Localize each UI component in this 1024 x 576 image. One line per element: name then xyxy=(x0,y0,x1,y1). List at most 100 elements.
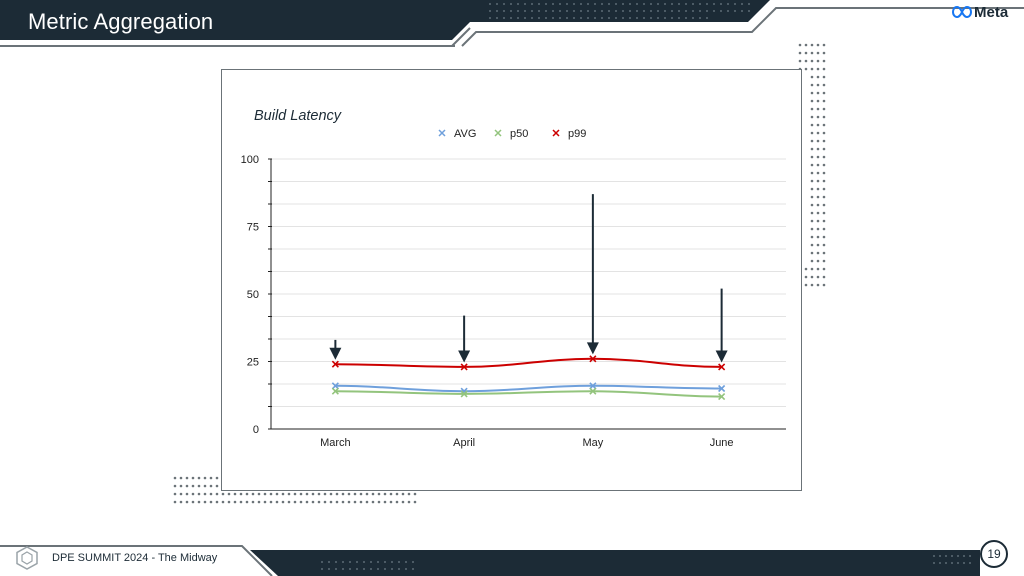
title-dot xyxy=(559,10,561,12)
footer-dot xyxy=(391,561,393,563)
decorative-dot xyxy=(810,91,814,95)
decorative-dot xyxy=(263,500,267,504)
decorative-dot xyxy=(822,203,826,207)
meta-logo-text: Meta xyxy=(974,3,1009,21)
decorative-dot xyxy=(822,115,826,119)
decorative-dot xyxy=(347,492,351,496)
title-dot xyxy=(664,17,666,19)
decorative-dot xyxy=(311,492,315,496)
title-dot xyxy=(559,3,561,5)
slide-title: Metric Aggregation xyxy=(28,9,214,34)
chart-title: Build Latency xyxy=(254,108,342,124)
title-dot xyxy=(594,3,596,5)
title-dot xyxy=(692,10,694,12)
title-dot xyxy=(517,17,519,19)
decorative-dot xyxy=(810,275,814,279)
decorative-dot xyxy=(173,492,177,496)
decorative-dot xyxy=(209,476,213,480)
footer-dot xyxy=(957,562,959,564)
decorative-dot xyxy=(323,500,327,504)
data-point-mark xyxy=(718,384,726,393)
decorative-dot xyxy=(389,500,393,504)
decorative-dot xyxy=(804,67,808,71)
decorative-dot xyxy=(810,267,814,271)
title-dot xyxy=(678,10,680,12)
title-dot xyxy=(496,3,498,5)
decorative-dot xyxy=(810,251,814,255)
title-dot xyxy=(734,3,736,5)
decorative-dot xyxy=(371,492,375,496)
decorative-dot xyxy=(185,484,189,488)
data-point-mark xyxy=(589,382,597,390)
decorative-dot xyxy=(251,492,255,496)
decorative-dot xyxy=(816,131,820,135)
title-dot xyxy=(664,3,666,5)
decorative-dot xyxy=(798,59,802,63)
decorative-dot xyxy=(816,107,820,111)
footer-dot xyxy=(963,562,965,564)
decorative-dot xyxy=(804,43,808,47)
title-dot xyxy=(615,10,617,12)
decorative-dot xyxy=(810,107,814,111)
title-dot xyxy=(545,17,547,19)
title-dot xyxy=(587,17,589,19)
footer-dot xyxy=(963,555,965,557)
decorative-dot xyxy=(810,51,814,55)
decorative-dot xyxy=(822,219,826,223)
title-dot xyxy=(489,17,491,19)
title-dot xyxy=(636,10,638,12)
title-dot xyxy=(587,10,589,12)
title-dot xyxy=(678,3,680,5)
decorative-dot xyxy=(191,484,195,488)
decorative-dot xyxy=(257,500,261,504)
series-line-avg xyxy=(335,384,722,393)
decorative-dot xyxy=(173,476,177,480)
title-dot xyxy=(629,17,631,19)
title-dot xyxy=(713,10,715,12)
decorative-dot xyxy=(269,500,273,504)
footer-dot xyxy=(957,555,959,557)
title-dot xyxy=(657,17,659,19)
decorative-dot xyxy=(816,251,820,255)
footer-dot xyxy=(939,555,941,557)
title-dot xyxy=(587,3,589,5)
decorative-dot xyxy=(816,267,820,271)
decorative-dot xyxy=(359,492,363,496)
decorative-dot xyxy=(816,115,820,119)
title-dot xyxy=(643,3,645,5)
title-dot xyxy=(517,10,519,12)
title-dot xyxy=(503,10,505,12)
decorative-dot xyxy=(810,243,814,247)
title-dot xyxy=(706,3,708,5)
footer-dot xyxy=(969,562,971,564)
data-point-mark xyxy=(718,393,726,401)
title-dot xyxy=(538,10,540,12)
decorative-dot xyxy=(810,155,814,159)
decorative-dot xyxy=(377,492,381,496)
decorative-dot xyxy=(179,492,183,496)
title-dot xyxy=(650,17,652,19)
decorative-dot xyxy=(383,492,387,496)
decorative-dot xyxy=(810,171,814,175)
decorative-dot xyxy=(341,492,345,496)
title-bar xyxy=(0,0,1024,47)
legend-marker-p50 xyxy=(494,129,502,137)
title-dot xyxy=(671,10,673,12)
decorative-dot xyxy=(233,492,237,496)
decorative-dot xyxy=(810,83,814,87)
decorative-dot xyxy=(822,67,826,71)
title-dot xyxy=(524,10,526,12)
decorative-dot xyxy=(317,492,321,496)
decorative-dot xyxy=(816,75,820,79)
decorative-dot xyxy=(816,275,820,279)
decorative-dot xyxy=(816,219,820,223)
decorative-dot xyxy=(383,500,387,504)
decorative-dot xyxy=(816,139,820,143)
decorative-dot xyxy=(311,500,315,504)
decorative-dot xyxy=(816,211,820,215)
title-dot xyxy=(552,10,554,12)
footer-dot xyxy=(945,562,947,564)
y-axis: 0 25 50 75 100 xyxy=(241,154,272,436)
footer-dot xyxy=(405,568,407,570)
decorative-dot xyxy=(209,484,213,488)
